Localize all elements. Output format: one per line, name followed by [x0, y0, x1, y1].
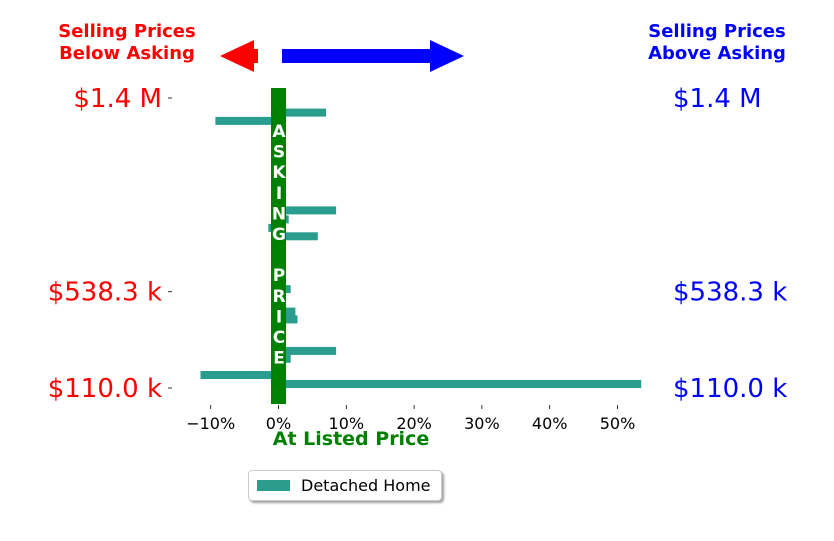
y-tick-label-left-1: $538.3 k [48, 278, 162, 308]
band-letter-3: I [276, 184, 282, 204]
band-letter-10: C [273, 328, 285, 348]
bar-3 [278, 108, 326, 117]
y-tick-label-left-2: $110.0 k [48, 374, 162, 404]
bar-17 [278, 307, 296, 316]
x-axis-label: At Listed Price [273, 428, 429, 450]
band-letter-0: A [272, 122, 286, 142]
x-tick-label-6: 50% [600, 414, 636, 433]
bar-25 [200, 371, 279, 379]
y-tick-label-right-0: $1.4 M [673, 84, 762, 114]
legend-swatch [257, 480, 290, 491]
x-tick-label-1: 0% [266, 414, 291, 433]
band-letter-2: K [272, 163, 286, 183]
bar-8 [278, 206, 337, 215]
x-tick-label-0: −10% [186, 414, 235, 433]
band-letter-8: R [272, 287, 285, 307]
x-tick-label-3: 20% [396, 414, 432, 433]
arrow-left-icon [220, 40, 258, 72]
x-tick-label-5: 40% [532, 414, 568, 433]
x-tick-marks [210, 405, 618, 409]
band-letter-5: G [272, 225, 286, 245]
below-asking-line2: Below Asking [59, 43, 195, 64]
x-tick-label-2: 10% [329, 414, 365, 433]
band-letter-7: P [273, 266, 285, 286]
asking-price-band [271, 88, 286, 404]
bar-26 [278, 380, 642, 388]
bar-21 [278, 346, 337, 355]
y-tick-label-left-0: $1.4 M [73, 84, 162, 114]
above-asking-line2: Above Asking [648, 43, 786, 64]
y-tick-marks [168, 97, 172, 389]
legend-label: Detached Home [301, 476, 431, 495]
y-tick-label-right-1: $538.3 k [673, 278, 787, 308]
y-tick-labels-right: $1.4 M $538.3 k $110.0 k [673, 84, 787, 404]
above-asking-line1: Selling Prices [648, 21, 786, 42]
x-tick-label-4: 30% [464, 414, 500, 433]
band-letter-4: N [272, 204, 286, 224]
y-tick-label-right-2: $110.0 k [673, 374, 787, 404]
x-tick-labels: −10% 0% 10% 20% 30% 40% 50% [186, 414, 635, 433]
below-asking-header: Selling Prices Below Asking [42, 21, 212, 65]
band-letter-1: S [273, 143, 285, 163]
bars-layer [200, 88, 642, 396]
band-letter-9: I [276, 307, 282, 327]
arrow-right-icon [282, 40, 464, 72]
band-letter-11: E [273, 349, 285, 369]
bar-18 [278, 315, 298, 324]
bar-4 [215, 116, 279, 125]
bar-11 [278, 232, 318, 241]
below-asking-line1: Selling Prices [58, 21, 196, 42]
legend: Detached Home [248, 470, 442, 501]
y-tick-labels-left: $1.4 M $538.3 k $110.0 k [48, 84, 162, 404]
above-asking-header: Selling Prices Above Asking [632, 21, 802, 65]
